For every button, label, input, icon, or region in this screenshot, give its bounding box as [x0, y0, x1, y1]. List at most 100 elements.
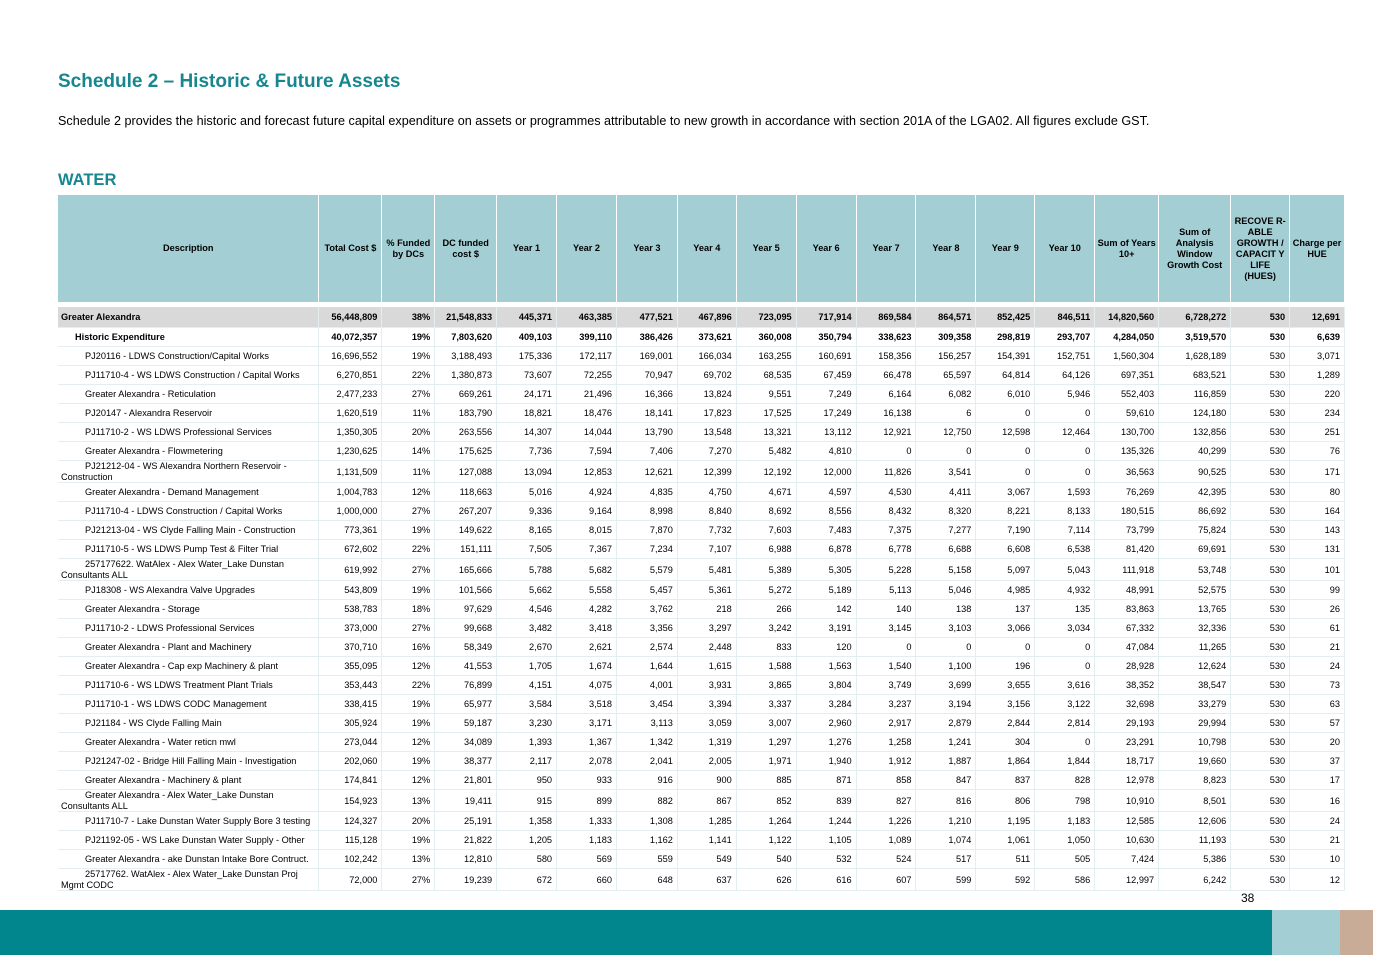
table-cell: 1,264	[736, 811, 797, 831]
table-cell: 837	[975, 770, 1036, 790]
table-cell: 11%	[381, 460, 436, 483]
table-cell: 124,327	[318, 811, 383, 831]
table-cell: 3,188,493	[434, 346, 498, 366]
table-cell: 6,270,851	[318, 365, 383, 385]
table-cell: 3,931	[677, 675, 737, 695]
table-cell: 22%	[381, 675, 436, 695]
table-cell: 530	[1230, 637, 1291, 657]
table-cell: 4,597	[796, 482, 857, 502]
table-cell: 3,071	[1289, 346, 1345, 366]
table-cell: 530	[1230, 558, 1291, 581]
table-cell: 4,750	[677, 482, 737, 502]
table-cell: 8,133	[1034, 501, 1096, 521]
table-cell: 852,425	[975, 307, 1036, 328]
table-cell: 13,765	[1158, 599, 1232, 619]
column-header: Year 1	[496, 195, 558, 302]
table-row: Greater Alexandra - Flowmetering 1,230,62…	[58, 441, 1345, 461]
table-cell: 40,072,357	[318, 327, 383, 347]
table-cell: 11,826	[856, 460, 917, 483]
table-row: Greater Alexandra - Alex Water_Lake Duns…	[58, 789, 1345, 812]
table-cell: 4,546	[496, 599, 558, 619]
table-cell: 1,105	[796, 830, 857, 850]
table-cell: 1,380,873	[434, 365, 498, 385]
table-cell: 7,249	[796, 384, 857, 404]
table-cell: 8,823	[1158, 770, 1232, 790]
table-cell: 559	[616, 849, 678, 869]
table-cell: 1,183	[556, 830, 617, 850]
table-cell: 3,284	[796, 694, 857, 714]
table-cell: 1,205	[496, 830, 558, 850]
table-cell: 511	[975, 849, 1036, 869]
table-cell: 3,519,570	[1158, 327, 1232, 347]
table-cell: 21	[1289, 830, 1345, 850]
row-description: PJ21247-02 - Bridge Hill Falling Main - …	[58, 751, 320, 771]
table-cell: 160,691	[796, 346, 857, 366]
table-cell: 7,424	[1094, 849, 1160, 869]
table-cell: 171	[1289, 460, 1345, 483]
table-cell: 3,122	[1034, 694, 1096, 714]
column-header: Sum of Analysis Window Growth Cost	[1158, 195, 1232, 302]
row-description: Greater Alexandra - Plant and Machinery	[58, 637, 320, 657]
table-cell: 5,097	[975, 558, 1036, 581]
table-cell: 0	[856, 637, 917, 657]
table-cell: 933	[556, 770, 617, 790]
table-cell: 298,819	[975, 327, 1036, 347]
table-cell: 40,299	[1158, 441, 1232, 461]
table-cell: 21	[1289, 637, 1345, 657]
table-cell: 1,674	[556, 656, 617, 676]
table-cell: 12,598	[975, 422, 1036, 442]
table-cell: 3,007	[736, 713, 797, 733]
table-cell: 16%	[381, 637, 436, 657]
table-cell: 149,622	[434, 520, 498, 540]
table-cell: 267,207	[434, 501, 498, 521]
table-cell: 12,853	[556, 460, 617, 483]
table-cell: 3,156	[975, 694, 1036, 714]
table-cell: 2,477,233	[318, 384, 383, 404]
table-cell: 7,114	[1034, 520, 1096, 540]
table-cell: 8,432	[856, 501, 917, 521]
table-cell: 5,046	[915, 580, 977, 600]
table-cell: 530	[1230, 868, 1291, 891]
table-cell: 12%	[381, 656, 436, 676]
intro-paragraph: Schedule 2 provides the historic and for…	[58, 114, 1150, 128]
table-cell: 1,004,783	[318, 482, 383, 502]
table-cell: 2,917	[856, 713, 917, 733]
table-cell: 530	[1230, 770, 1291, 790]
table-cell: 1,258	[856, 732, 917, 752]
table-cell: 17,823	[677, 403, 737, 423]
table-cell: 70,947	[616, 365, 678, 385]
row-description: PJ11710-2 - WS LDWS Professional Service…	[58, 422, 320, 442]
table-body: Greater Alexandra 56,448,809 38% 21,548,833…	[58, 302, 1345, 891]
table-cell: 1,131,509	[318, 460, 383, 483]
table-cell: 143	[1289, 520, 1345, 540]
section-heading: WATER	[58, 171, 117, 189]
table-cell: 7,803,620	[434, 327, 498, 347]
table-cell: 24,171	[496, 384, 558, 404]
table-cell: 24	[1289, 811, 1345, 831]
table-row: PJ21212-04 - WS Alexandra Northern Reser…	[58, 460, 1345, 483]
table-row: Greater Alexandra - Demand Management 1,0…	[58, 482, 1345, 502]
table-cell: 16,696,552	[318, 346, 383, 366]
column-header: DC funded cost $	[434, 195, 498, 302]
table-row: Greater Alexandra - Storage 538,783 18% 97,…	[58, 599, 1345, 619]
table-cell: 53,748	[1158, 558, 1232, 581]
table-cell: 7,406	[616, 441, 678, 461]
table-cell: 18,717	[1094, 751, 1160, 771]
table-cell: 3,762	[616, 599, 678, 619]
table-cell: 530	[1230, 384, 1291, 404]
footer-bar	[0, 910, 1373, 955]
table-cell: 4,284,050	[1094, 327, 1160, 347]
table-cell: 8,501	[1158, 789, 1232, 812]
table-cell: 505	[1034, 849, 1096, 869]
table-cell: 16,366	[616, 384, 678, 404]
table-cell: 21,822	[434, 830, 498, 850]
table-cell: 154,923	[318, 789, 383, 812]
table-cell: 1,183	[1034, 811, 1096, 831]
table-cell: 12,997	[1094, 868, 1160, 891]
footer-accent-light	[1272, 910, 1340, 955]
table-cell: 5,386	[1158, 849, 1232, 869]
table-cell: 4,151	[496, 675, 558, 695]
table-cell: 3,194	[915, 694, 977, 714]
table-cell: 1,241	[915, 732, 977, 752]
table-cell: 19,239	[434, 868, 498, 891]
